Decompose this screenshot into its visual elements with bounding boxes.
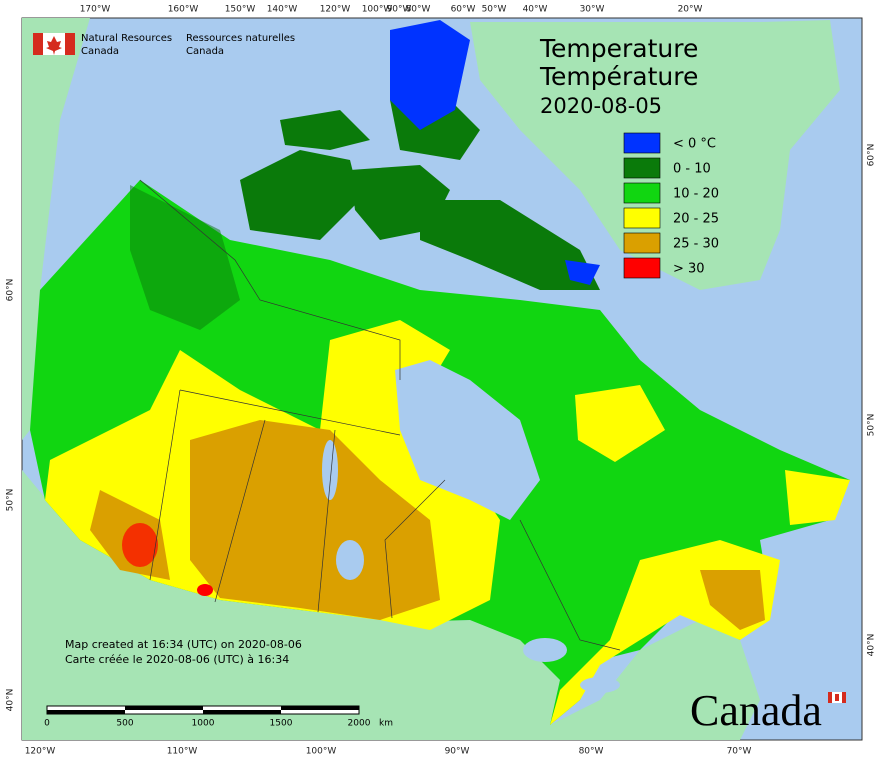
legend-swatch <box>623 182 661 204</box>
legend-label: < 0 °C <box>673 137 716 152</box>
longitude-label: 100°W <box>362 5 393 15</box>
legend-label: 25 - 30 <box>673 237 719 252</box>
very-hot <box>197 584 213 596</box>
ellesmere-cold <box>390 20 470 130</box>
longitude-label: 120°W <box>25 747 56 757</box>
lake <box>322 440 338 500</box>
longitude-label: 110°W <box>167 747 198 757</box>
border <box>317 429 336 613</box>
longitude-label: 90°W <box>445 747 470 757</box>
flag-band <box>33 33 43 55</box>
usa <box>22 470 760 740</box>
legend-label: 0 - 10 <box>673 162 711 177</box>
longitude-label: 140°W <box>267 5 298 15</box>
lake <box>523 638 567 662</box>
lake <box>580 677 620 693</box>
yukon-cool <box>130 185 240 330</box>
agency-en: Natural Resources <box>81 33 172 44</box>
border <box>139 179 401 380</box>
title: Température <box>539 62 698 91</box>
scale-label: 2000 <box>348 719 371 729</box>
legend-swatch <box>623 132 661 154</box>
legend-label: > 30 <box>673 262 705 277</box>
scale-segment <box>281 706 359 710</box>
longitude-label: 100°W <box>306 747 337 757</box>
latitude-label: 50°N <box>867 414 877 437</box>
border <box>384 479 446 619</box>
provincial-borders <box>139 179 621 651</box>
agency-fr: Canada <box>186 46 224 57</box>
latitude-label: 50°N <box>6 489 16 512</box>
longitude-label: 40°W <box>523 5 548 15</box>
arctic-island <box>280 110 370 150</box>
border <box>149 389 181 581</box>
wordmark: Canada <box>690 686 822 735</box>
flag-band <box>828 692 832 703</box>
scale-label: 0 <box>44 719 50 729</box>
maple-leaf <box>835 694 839 701</box>
scale-label: 500 <box>116 719 133 729</box>
longitude-label: 60°W <box>451 5 476 15</box>
scale-segment <box>47 710 125 714</box>
scale-segment <box>125 706 203 710</box>
lake <box>336 540 364 580</box>
baffin-island <box>420 200 600 290</box>
hot-zone <box>190 420 440 620</box>
longitude-label: 30°W <box>580 5 605 15</box>
legend-label: 10 - 20 <box>673 187 719 202</box>
legend-label: 20 - 25 <box>673 212 719 227</box>
scale-unit: km <box>379 719 393 729</box>
title: Temperature <box>539 34 698 63</box>
border <box>179 389 401 436</box>
flag-band <box>842 692 846 703</box>
scale-label: 1500 <box>270 719 293 729</box>
longitude-label: 50°W <box>482 5 507 15</box>
newfoundland <box>785 470 850 525</box>
longitude-label: 80°W <box>579 747 604 757</box>
longitude-label: 70°W <box>727 747 752 757</box>
hudson-bay <box>395 360 540 520</box>
legend-swatch <box>623 257 661 279</box>
latitude-label: 40°N <box>6 689 16 712</box>
longitude-label: 160°W <box>168 5 199 15</box>
longitude-label: 20°W <box>678 5 703 15</box>
very-hot <box>122 523 158 567</box>
flag-band <box>65 33 75 55</box>
agency-en: Canada <box>81 46 119 57</box>
scale-bar <box>46 705 360 715</box>
maple-leaf <box>46 36 62 55</box>
alaska <box>22 18 90 440</box>
legend-swatch <box>623 157 661 179</box>
agency-fr: Ressources naturelles <box>186 33 295 44</box>
wordmark-flag <box>828 692 846 703</box>
scale-segment <box>203 710 281 714</box>
date: 2020-08-05 <box>540 94 662 118</box>
footer: Map created at 16:34 (UTC) on 2020-08-06 <box>65 638 302 651</box>
scale-label: 1000 <box>192 719 215 729</box>
arctic-island <box>240 150 360 240</box>
longitude-label: 170°W <box>80 5 111 15</box>
longitude-label: 120°W <box>320 5 351 15</box>
legend-swatch <box>623 207 661 229</box>
latitude-label: 60°N <box>867 144 877 167</box>
longitude-label: 90°W <box>387 5 412 15</box>
quebec-warm <box>575 385 665 462</box>
border <box>214 419 266 603</box>
legend-swatch <box>623 232 661 254</box>
latitude-label: 60°N <box>6 279 16 302</box>
longitude-label: 150°W <box>225 5 256 15</box>
longitude-label: 80°W <box>406 5 431 15</box>
greenland <box>470 20 840 290</box>
border <box>519 519 621 651</box>
footer: Carte créée le 2020-08-06 (UTC) à 16:34 <box>65 653 289 666</box>
flag <box>33 33 75 55</box>
atlantic-hot <box>700 570 765 630</box>
baffin-cold <box>565 260 600 285</box>
latitude-label: 40°N <box>867 634 877 657</box>
